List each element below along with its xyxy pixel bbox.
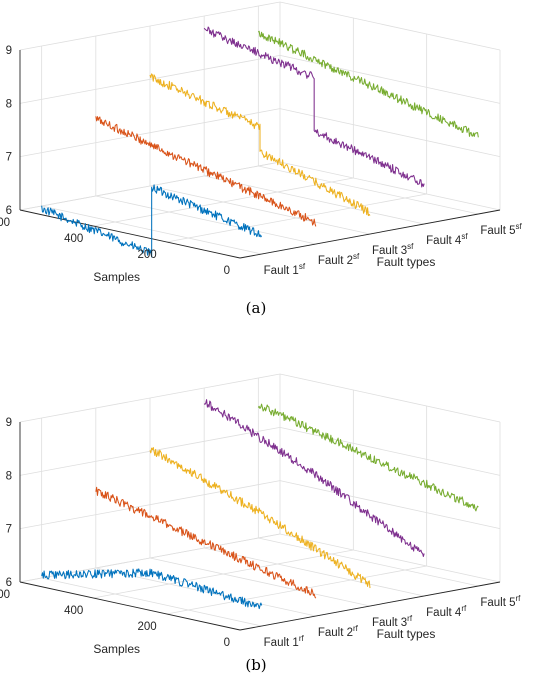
fault-tick-base: Fault 4 xyxy=(426,235,462,247)
fault-tick-superscript: rf xyxy=(299,634,305,643)
samples-tick-label: 600 xyxy=(0,217,10,229)
fault-tick-label: Fault 2rf xyxy=(318,624,359,639)
fault-tick-label: Fault 2sf xyxy=(318,252,360,267)
grid-line xyxy=(279,533,501,583)
samples-axis-line xyxy=(19,581,241,631)
series-group xyxy=(41,26,479,258)
grid-line xyxy=(279,373,501,423)
fault-axis-label: Fault types xyxy=(377,627,436,641)
fault-tick-superscript: sf xyxy=(299,262,306,271)
grid-line xyxy=(279,108,501,158)
fault-tick-superscript: sf xyxy=(516,222,523,231)
series-line-fault-3 xyxy=(149,73,371,217)
series-group xyxy=(41,399,479,610)
grid-line xyxy=(204,547,425,597)
grid-line xyxy=(204,175,425,225)
series-line-fault-3 xyxy=(149,447,371,589)
y-tick-label: 9 xyxy=(6,417,12,429)
y-tick-label: 6 xyxy=(6,205,12,217)
grid-line xyxy=(279,426,501,476)
series-line-fault-2 xyxy=(95,116,317,227)
fault-tick-label: Fault 3rf xyxy=(372,614,413,629)
fault-tick-superscript: rf xyxy=(407,614,413,623)
grid-lines xyxy=(19,373,501,631)
samples-axis-label: Samples xyxy=(93,270,140,284)
fault-axis-label: Fault types xyxy=(377,255,436,269)
series-line-fault-1 xyxy=(41,568,263,610)
series-line-fault-2 xyxy=(95,486,317,599)
fault-tick-label: Fault 1rf xyxy=(264,634,305,649)
series-line-fault-4 xyxy=(203,399,425,558)
fault-tick-base: Fault 2 xyxy=(318,255,353,267)
fault-tick-label: Fault 4sf xyxy=(426,232,468,247)
fault-tick-superscript: rf xyxy=(516,594,522,603)
fault-tick-superscript: sf xyxy=(461,232,468,241)
samples-tick-label: 200 xyxy=(137,249,156,261)
fault-tick-label: Fault 1sf xyxy=(264,262,306,277)
y-tick-label: 7 xyxy=(6,524,12,536)
grid-line xyxy=(279,54,501,104)
fault-tick-base: Fault 4 xyxy=(426,607,462,619)
fault-tick-label: Fault 3sf xyxy=(372,242,414,257)
series-line-fault-4 xyxy=(203,26,425,188)
series-line-fault-1 xyxy=(41,184,263,258)
fault-tick-base: Fault 5 xyxy=(480,225,515,237)
samples-tick-label: 200 xyxy=(137,621,156,633)
samples-tick-label: 400 xyxy=(64,605,83,617)
panel-caption: (b) xyxy=(245,656,266,674)
fault-tick-base: Fault 3 xyxy=(372,245,407,257)
fault-tick-base: Fault 1 xyxy=(264,637,299,649)
fault-axis-line xyxy=(239,209,501,259)
fault-tick-base: Fault 3 xyxy=(372,617,407,629)
fault-tick-superscript: rf xyxy=(461,604,467,613)
y-tick-label: 8 xyxy=(6,470,12,482)
fault-tick-label: Fault 5rf xyxy=(480,594,521,609)
y-tick-label: 9 xyxy=(6,45,12,57)
grid-line xyxy=(279,480,501,530)
fault-tick-superscript: rf xyxy=(353,624,359,633)
y-tick-label: 8 xyxy=(6,98,12,110)
samples-tick-label: 400 xyxy=(64,233,83,245)
samples-axis-label: Samples xyxy=(93,642,140,656)
fault-tick-base: Fault 1 xyxy=(264,265,299,277)
fault-tick-base: Fault 5 xyxy=(480,597,515,609)
grid-line xyxy=(258,537,479,587)
fault-tick-label: Fault 5sf xyxy=(480,222,522,237)
grid-line xyxy=(149,557,371,607)
y-tick-label: 6 xyxy=(6,577,12,589)
samples-axis-line xyxy=(19,209,241,259)
grid-line xyxy=(95,195,316,245)
panel-caption: (a) xyxy=(246,299,267,317)
grid-line xyxy=(258,165,479,215)
series-line-fault-5 xyxy=(257,30,479,138)
fault-axis-line xyxy=(239,581,501,631)
fault-tick-superscript: sf xyxy=(407,242,414,251)
y-tick-label: 7 xyxy=(6,152,12,164)
grid-line xyxy=(279,161,501,211)
fault-tick-superscript: sf xyxy=(353,252,360,261)
grid-line xyxy=(41,577,262,627)
grid-line xyxy=(279,1,501,51)
samples-tick-label: 600 xyxy=(0,589,10,601)
series-line-fault-5 xyxy=(257,403,479,512)
fault-tick-base: Fault 2 xyxy=(318,627,353,639)
samples-tick-label: 0 xyxy=(224,265,230,277)
fault-tick-label: Fault 4rf xyxy=(426,604,467,619)
grid-line xyxy=(149,185,371,235)
samples-tick-label: 0 xyxy=(224,637,230,649)
